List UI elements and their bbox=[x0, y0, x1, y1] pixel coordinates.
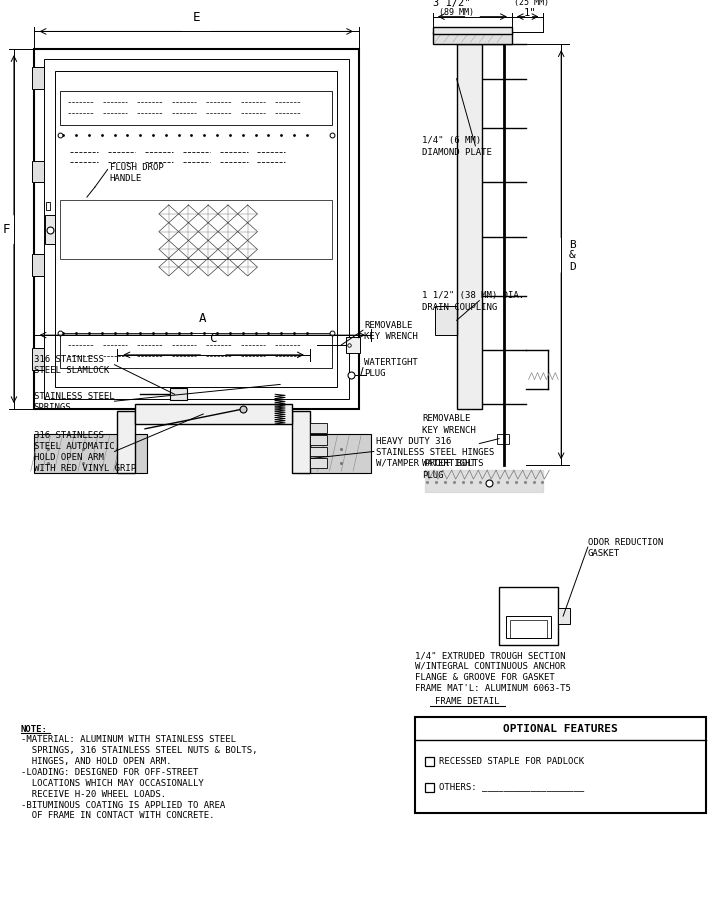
Text: REMOVABLE: REMOVABLE bbox=[422, 414, 471, 424]
Text: PLUG: PLUG bbox=[364, 369, 386, 378]
Bar bbox=[33, 49, 359, 409]
Bar bbox=[310, 458, 328, 468]
Text: W/TAMPER PROOF BOLTS: W/TAMPER PROOF BOLTS bbox=[376, 459, 484, 468]
Text: C: C bbox=[210, 332, 217, 345]
Text: -MATERIAL: ALUMINUM WITH STAINLESS STEEL: -MATERIAL: ALUMINUM WITH STAINLESS STEEL bbox=[21, 736, 236, 745]
Text: PLUG: PLUG bbox=[422, 471, 444, 480]
Bar bbox=[310, 434, 328, 444]
Text: ODOR REDUCTION: ODOR REDUCTION bbox=[588, 538, 663, 547]
Text: REMOVABLE: REMOVABLE bbox=[364, 321, 413, 330]
Text: &: & bbox=[569, 250, 576, 260]
Bar bbox=[60, 333, 332, 367]
Text: KEY WRENCH: KEY WRENCH bbox=[364, 332, 418, 341]
Bar bbox=[415, 717, 706, 814]
Bar bbox=[425, 757, 434, 766]
Bar bbox=[33, 434, 147, 473]
Bar bbox=[170, 388, 188, 400]
Text: E: E bbox=[193, 11, 200, 24]
Text: OPTIONAL FEATURES: OPTIONAL FEATURES bbox=[503, 724, 618, 734]
Text: STAINLESS STEEL HINGES: STAINLESS STEEL HINGES bbox=[376, 448, 494, 457]
Text: GASKET: GASKET bbox=[588, 549, 620, 558]
Bar bbox=[310, 423, 328, 433]
Text: -LOADING: DESIGNED FOR OFF-STREET: -LOADING: DESIGNED FOR OFF-STREET bbox=[21, 768, 198, 777]
Text: (89 MM): (89 MM) bbox=[439, 8, 474, 17]
Text: HANDLE: HANDLE bbox=[109, 174, 142, 183]
Text: 316 STAINLESS: 316 STAINLESS bbox=[33, 431, 104, 440]
Bar bbox=[510, 620, 547, 638]
Text: FLUSH DROP: FLUSH DROP bbox=[109, 163, 163, 172]
Text: RECEIVE H-20 WHEEL LOADS.: RECEIVE H-20 WHEEL LOADS. bbox=[21, 790, 166, 799]
Text: STAINLESS STEEL: STAINLESS STEEL bbox=[33, 392, 115, 401]
Text: KEY WRENCH: KEY WRENCH bbox=[422, 426, 476, 435]
Text: 1": 1" bbox=[523, 7, 536, 18]
Bar bbox=[347, 337, 360, 353]
Text: 1 1/2" (38 MM) DIA.: 1 1/2" (38 MM) DIA. bbox=[422, 291, 524, 300]
Text: HEAVY DUTY 316: HEAVY DUTY 316 bbox=[376, 437, 451, 446]
Text: 3 1/2": 3 1/2" bbox=[433, 0, 471, 8]
Text: FLANGE & GROOVE FOR GASKET: FLANGE & GROOVE FOR GASKET bbox=[415, 673, 555, 682]
Bar bbox=[60, 91, 332, 125]
Text: SPRINGS: SPRINGS bbox=[33, 403, 71, 412]
Text: WATERTIGHT: WATERTIGHT bbox=[364, 358, 418, 367]
Bar bbox=[497, 434, 509, 444]
Text: DIAMOND PLATE: DIAMOND PLATE bbox=[422, 148, 492, 157]
Bar bbox=[32, 161, 44, 182]
Text: WITH RED VINYL GRIP: WITH RED VINYL GRIP bbox=[33, 463, 136, 473]
Bar bbox=[46, 215, 55, 244]
Bar bbox=[32, 348, 44, 370]
Text: STEEL AUTOMATIC: STEEL AUTOMATIC bbox=[33, 442, 115, 451]
Bar bbox=[297, 434, 371, 473]
Text: 316 STAINLESS: 316 STAINLESS bbox=[33, 356, 104, 365]
Text: W/INTEGRAL CONTINUOUS ANCHOR: W/INTEGRAL CONTINUOUS ANCHOR bbox=[415, 662, 566, 671]
Text: NOTE:: NOTE: bbox=[21, 725, 48, 734]
Text: OF FRAME IN CONTACT WITH CONCRETE.: OF FRAME IN CONTACT WITH CONCRETE. bbox=[21, 812, 215, 820]
Text: -BITUMINOUS COATING IS APPLIED TO AREA: -BITUMINOUS COATING IS APPLIED TO AREA bbox=[21, 801, 225, 810]
Text: OTHERS: ___________________: OTHERS: ___________________ bbox=[439, 782, 584, 791]
Bar bbox=[55, 71, 337, 387]
Text: F: F bbox=[2, 223, 10, 236]
Text: HOLD OPEN ARM: HOLD OPEN ARM bbox=[33, 453, 104, 462]
Bar bbox=[425, 783, 434, 792]
Bar bbox=[60, 200, 332, 259]
Text: D: D bbox=[569, 262, 576, 272]
Text: STEEL SLAMLOCK: STEEL SLAMLOCK bbox=[33, 366, 109, 375]
Bar bbox=[433, 33, 512, 44]
Bar bbox=[506, 616, 551, 638]
Bar bbox=[117, 411, 135, 473]
Text: FRAME DETAIL: FRAME DETAIL bbox=[435, 697, 500, 707]
Text: HINGES, AND HOLD OPEN ARM.: HINGES, AND HOLD OPEN ARM. bbox=[21, 757, 171, 766]
Bar bbox=[44, 59, 349, 399]
Bar bbox=[135, 405, 292, 424]
Text: RECESSED STAPLE FOR PADLOCK: RECESSED STAPLE FOR PADLOCK bbox=[439, 756, 584, 766]
Bar bbox=[457, 44, 482, 409]
Bar bbox=[310, 446, 328, 456]
Text: SPRINGS, 316 STAINLESS STEEL NUTS & BOLTS,: SPRINGS, 316 STAINLESS STEEL NUTS & BOLT… bbox=[21, 746, 257, 756]
Bar bbox=[292, 411, 310, 473]
Text: 1/4" (6 MM): 1/4" (6 MM) bbox=[422, 136, 481, 145]
Text: DRAIN COUPLING: DRAIN COUPLING bbox=[422, 303, 497, 312]
Bar bbox=[32, 254, 44, 276]
Text: A: A bbox=[199, 312, 206, 326]
Polygon shape bbox=[425, 470, 544, 492]
Bar bbox=[433, 26, 512, 34]
Text: WATERTIGHT: WATERTIGHT bbox=[422, 459, 476, 468]
Bar bbox=[32, 67, 44, 89]
Text: (25 MM): (25 MM) bbox=[514, 0, 549, 7]
Text: B: B bbox=[569, 240, 576, 250]
Text: LOCATIONS WHICH MAY OCCASIONALLY: LOCATIONS WHICH MAY OCCASIONALLY bbox=[21, 779, 204, 788]
Bar bbox=[558, 609, 570, 624]
Bar bbox=[499, 587, 558, 645]
Bar bbox=[435, 306, 457, 335]
Text: 1/4" EXTRUDED TROUGH SECTION: 1/4" EXTRUDED TROUGH SECTION bbox=[415, 651, 566, 660]
Text: FRAME MAT'L: ALUMINUM 6063-T5: FRAME MAT'L: ALUMINUM 6063-T5 bbox=[415, 684, 571, 693]
